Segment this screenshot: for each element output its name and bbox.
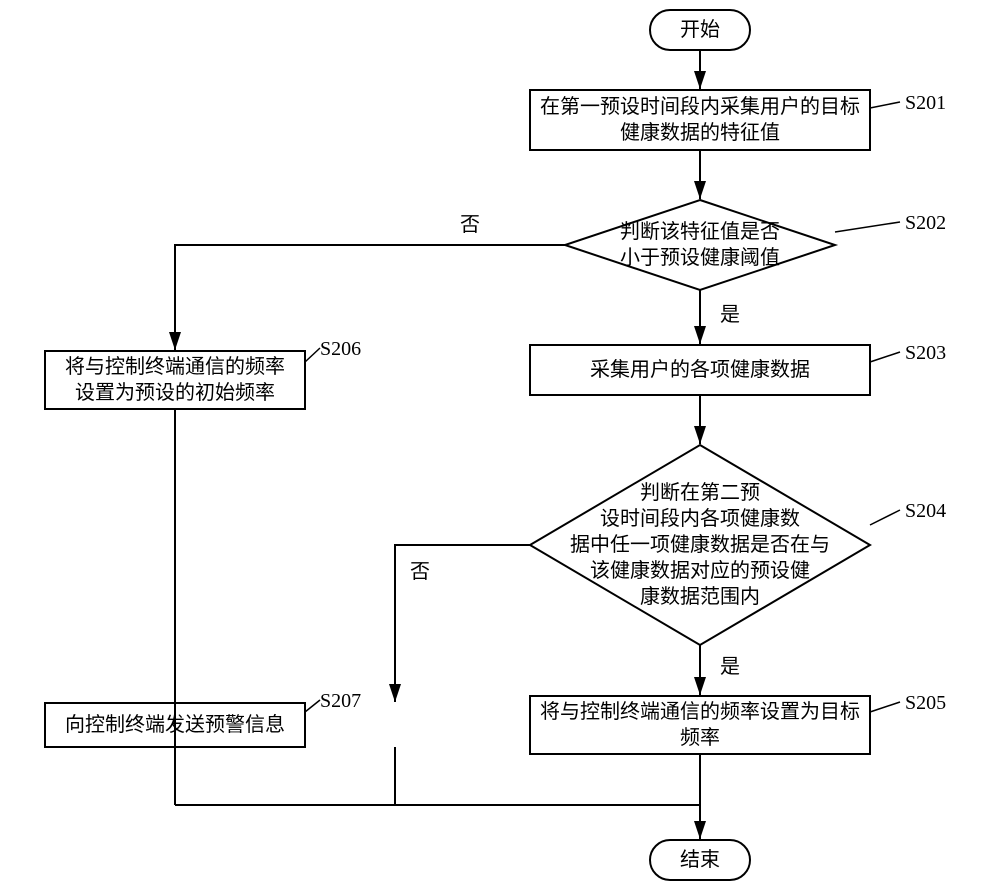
- node-s205: [530, 696, 870, 754]
- step-label-S204: S204: [905, 500, 946, 523]
- connector: [175, 245, 565, 350]
- step-label-S201: S201: [905, 92, 946, 115]
- node-s203: [530, 345, 870, 395]
- leader-line: [305, 348, 320, 362]
- step-label-S206: S206: [320, 338, 361, 361]
- step-label-S202: S202: [905, 212, 946, 235]
- leader-line: [870, 702, 900, 712]
- leader-line: [835, 222, 900, 232]
- leader-line: [870, 352, 900, 362]
- edge-label-yes1: 是: [720, 298, 740, 327]
- edge-label-yes2: 是: [720, 650, 740, 679]
- edge-label-no2: 否: [410, 555, 430, 584]
- step-label-S205: S205: [905, 692, 946, 715]
- leader-line: [305, 700, 320, 712]
- node-s206: [45, 351, 305, 409]
- node-end: [650, 840, 750, 880]
- step-label-S203: S203: [905, 342, 946, 365]
- node-s202: [565, 200, 835, 290]
- step-label-S207: S207: [320, 690, 361, 713]
- node-start: [650, 10, 750, 50]
- leader-line: [870, 510, 900, 525]
- node-s201: [530, 90, 870, 150]
- edge-label-no1: 否: [460, 208, 480, 237]
- flowchart-canvas: [0, 0, 1000, 895]
- leader-line: [870, 102, 900, 108]
- node-s204: [530, 445, 870, 645]
